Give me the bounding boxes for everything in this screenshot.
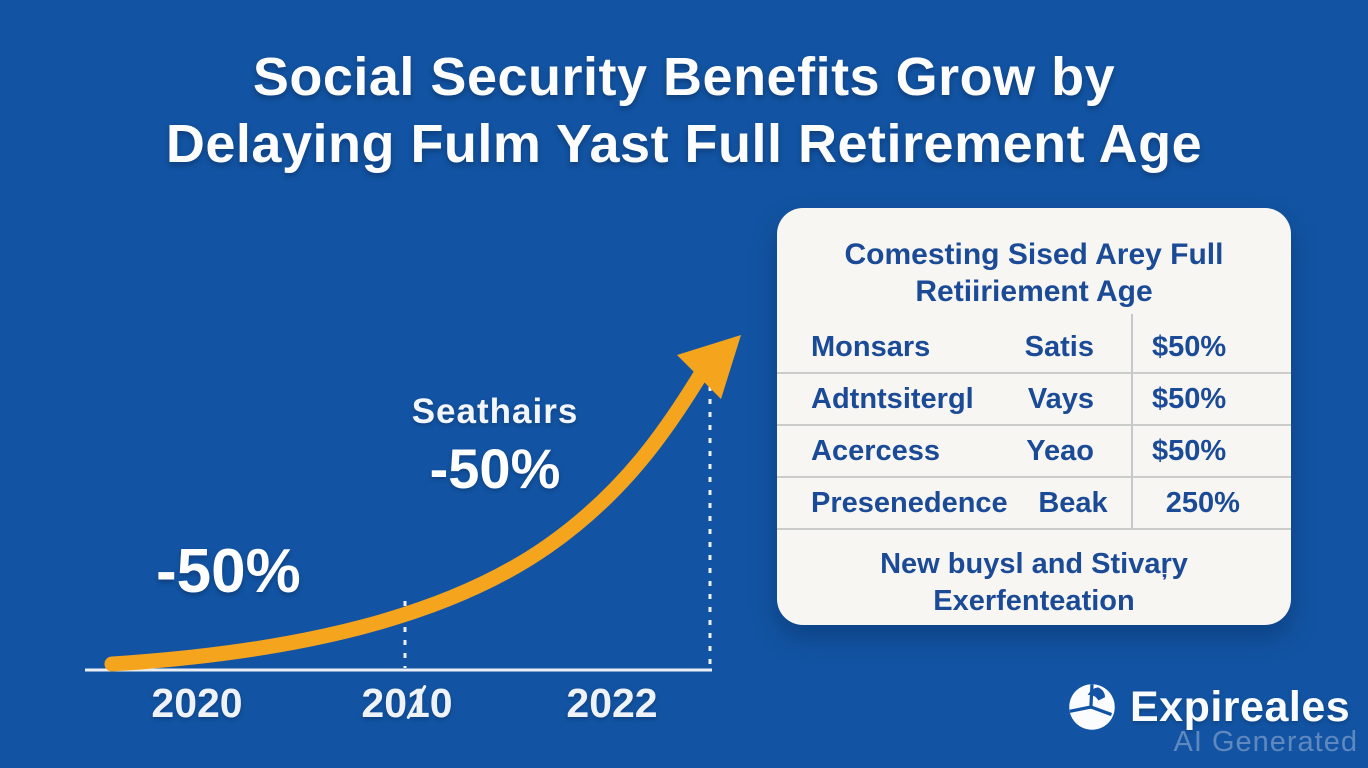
row-value: $50%	[1152, 434, 1227, 467]
row-label: Monsars	[811, 330, 931, 363]
card-footer-line1: New buysl and Stivaŗy	[880, 548, 1188, 580]
x-tick-2020: 2020	[151, 680, 243, 726]
card-footer: New buysl and Stivaŗy Exerfenteation	[777, 546, 1291, 620]
page-title: Social Security Benefits Grow by Delayin…	[0, 44, 1368, 178]
brand-lockup: Expireales	[1066, 681, 1350, 733]
peak-annotation-value: -50%	[429, 437, 561, 500]
page-title-line2: Delaying Fulm Yast Full Retirement Age	[165, 114, 1203, 174]
retirement-table-card: Comesting Sised Arey Full Retiiriement A…	[777, 208, 1291, 625]
benefit-curve	[104, 366, 709, 672]
row-middle: Beak	[1038, 486, 1108, 519]
row-label: Acercess	[811, 434, 940, 467]
peak-annotation-label: Seathairs	[411, 392, 579, 431]
card-footer-line2: Exerfenteation	[933, 585, 1135, 617]
annotation-left-value: -50%	[156, 537, 301, 606]
globe-pie-logo-icon	[1069, 684, 1115, 730]
brand-name: Expireales	[1130, 682, 1351, 731]
table-row: Presenedence Beak 250%	[777, 476, 1291, 528]
table-row: Monsars Satis $50%	[777, 322, 1291, 372]
row-middle: Satis	[1024, 330, 1094, 363]
benefits-table: Monsars Satis $50% Adtntsitergl Vays $50…	[777, 314, 1291, 530]
ai-generated-watermark: AI Generated	[1173, 726, 1358, 758]
peak-annotation: Seathairs -50%	[385, 392, 605, 501]
row-value: $50%	[1152, 330, 1227, 363]
table-column-divider	[1131, 314, 1133, 528]
row-label: Presenedence	[811, 486, 1008, 519]
x-tick-2010: 2010	[327, 680, 487, 727]
table-row: Adtntsitergl Vays $50%	[777, 372, 1291, 424]
curve-arrowhead-icon	[677, 335, 741, 399]
row-value: $50%	[1152, 382, 1227, 415]
page-title-line1: Social Security Benefits Grow by	[252, 47, 1116, 107]
card-title: Comesting Sised Arey Full Retiiriement A…	[777, 236, 1291, 310]
row-label: Adtntsitergl	[811, 382, 974, 415]
x-tick-2022: 2022	[566, 680, 658, 726]
table-row: Acercess Yeao $50%	[777, 424, 1291, 476]
card-title-line2: Retiiriement Age	[915, 275, 1153, 308]
x-tick-2010-label: 2010	[361, 680, 453, 726]
card-title-line1: Comesting Sised Arey Full	[844, 238, 1224, 271]
row-middle: Yeao	[1026, 434, 1094, 467]
row-middle: Vays	[1027, 382, 1094, 415]
row-value: 250%	[1165, 486, 1240, 519]
